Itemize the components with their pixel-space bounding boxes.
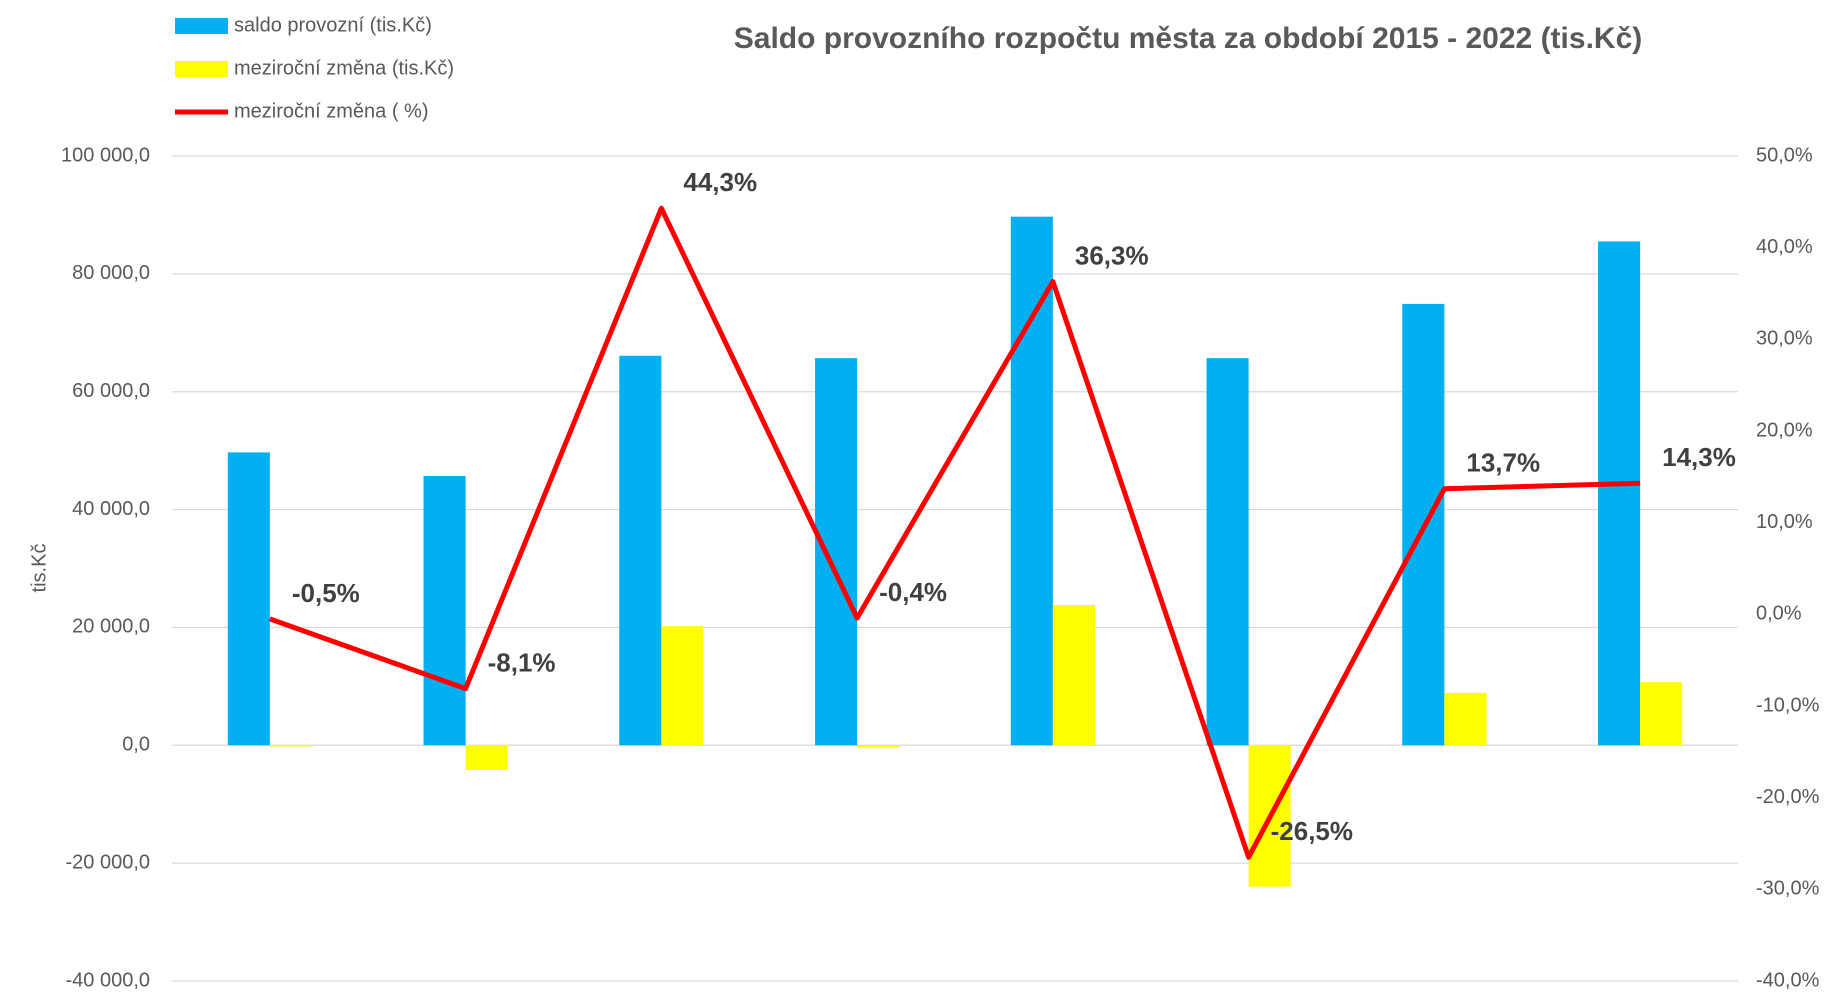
bar — [227, 452, 270, 746]
data-label: -8,1% — [488, 647, 556, 677]
legend-swatch — [175, 18, 228, 34]
data-label: -26,5% — [1271, 816, 1353, 846]
y2-tick-label: -30,0% — [1756, 878, 1820, 900]
bar — [269, 745, 312, 747]
y2-tick-label: -20,0% — [1756, 786, 1820, 808]
y2-tick-label: 30,0% — [1756, 328, 1813, 350]
y2-tick-label: 10,0% — [1756, 511, 1813, 533]
bar — [661, 626, 704, 746]
y2-tick-label: 50,0% — [1756, 144, 1813, 166]
data-label: 36,3% — [1075, 240, 1149, 270]
y-tick-label: 20 000,0 — [72, 616, 150, 638]
line — [269, 205, 1641, 860]
bar — [1010, 216, 1053, 746]
bar — [465, 745, 508, 771]
legend-label: meziroční změna ( %) — [234, 100, 429, 122]
chart-title: Saldo provozního rozpočtu města za obdob… — [734, 22, 1643, 55]
y-tick-label: 60 000,0 — [72, 380, 150, 402]
legend-label: meziroční změna (tis.Kč) — [234, 57, 454, 79]
legend-label: saldo provozní (tis.Kč) — [234, 14, 432, 36]
bar — [815, 358, 858, 746]
bar — [619, 355, 662, 746]
legend-swatch — [175, 61, 228, 77]
bar — [1206, 358, 1249, 746]
y2-tick-label: 20,0% — [1756, 419, 1813, 441]
data-label: -0,5% — [292, 578, 360, 608]
y-tick-label: -40 000,0 — [65, 969, 150, 991]
y-axis-label: tis.Kč — [28, 544, 50, 593]
bar — [1640, 682, 1683, 746]
y-tick-label: -20 000,0 — [65, 851, 150, 873]
y-tick-label: 0,0 — [122, 734, 150, 756]
bar — [1444, 692, 1487, 746]
bar — [857, 745, 900, 748]
y-tick-label: 100 000,0 — [61, 144, 150, 166]
y2-tick-label: 40,0% — [1756, 236, 1813, 258]
data-label: -0,4% — [879, 577, 947, 607]
bar — [1052, 605, 1095, 746]
data-label: 13,7% — [1466, 448, 1540, 478]
bar — [423, 475, 466, 746]
y-tick-label: 80 000,0 — [72, 262, 150, 284]
data-label: 44,3% — [683, 167, 757, 197]
y-tick-label: 40 000,0 — [72, 498, 150, 520]
bar — [1598, 241, 1641, 746]
y2-tick-label: 0,0% — [1756, 603, 1802, 625]
y2-tick-label: -10,0% — [1756, 694, 1820, 716]
data-label: 14,3% — [1662, 442, 1736, 472]
y2-tick-label: -40,0% — [1756, 969, 1820, 991]
